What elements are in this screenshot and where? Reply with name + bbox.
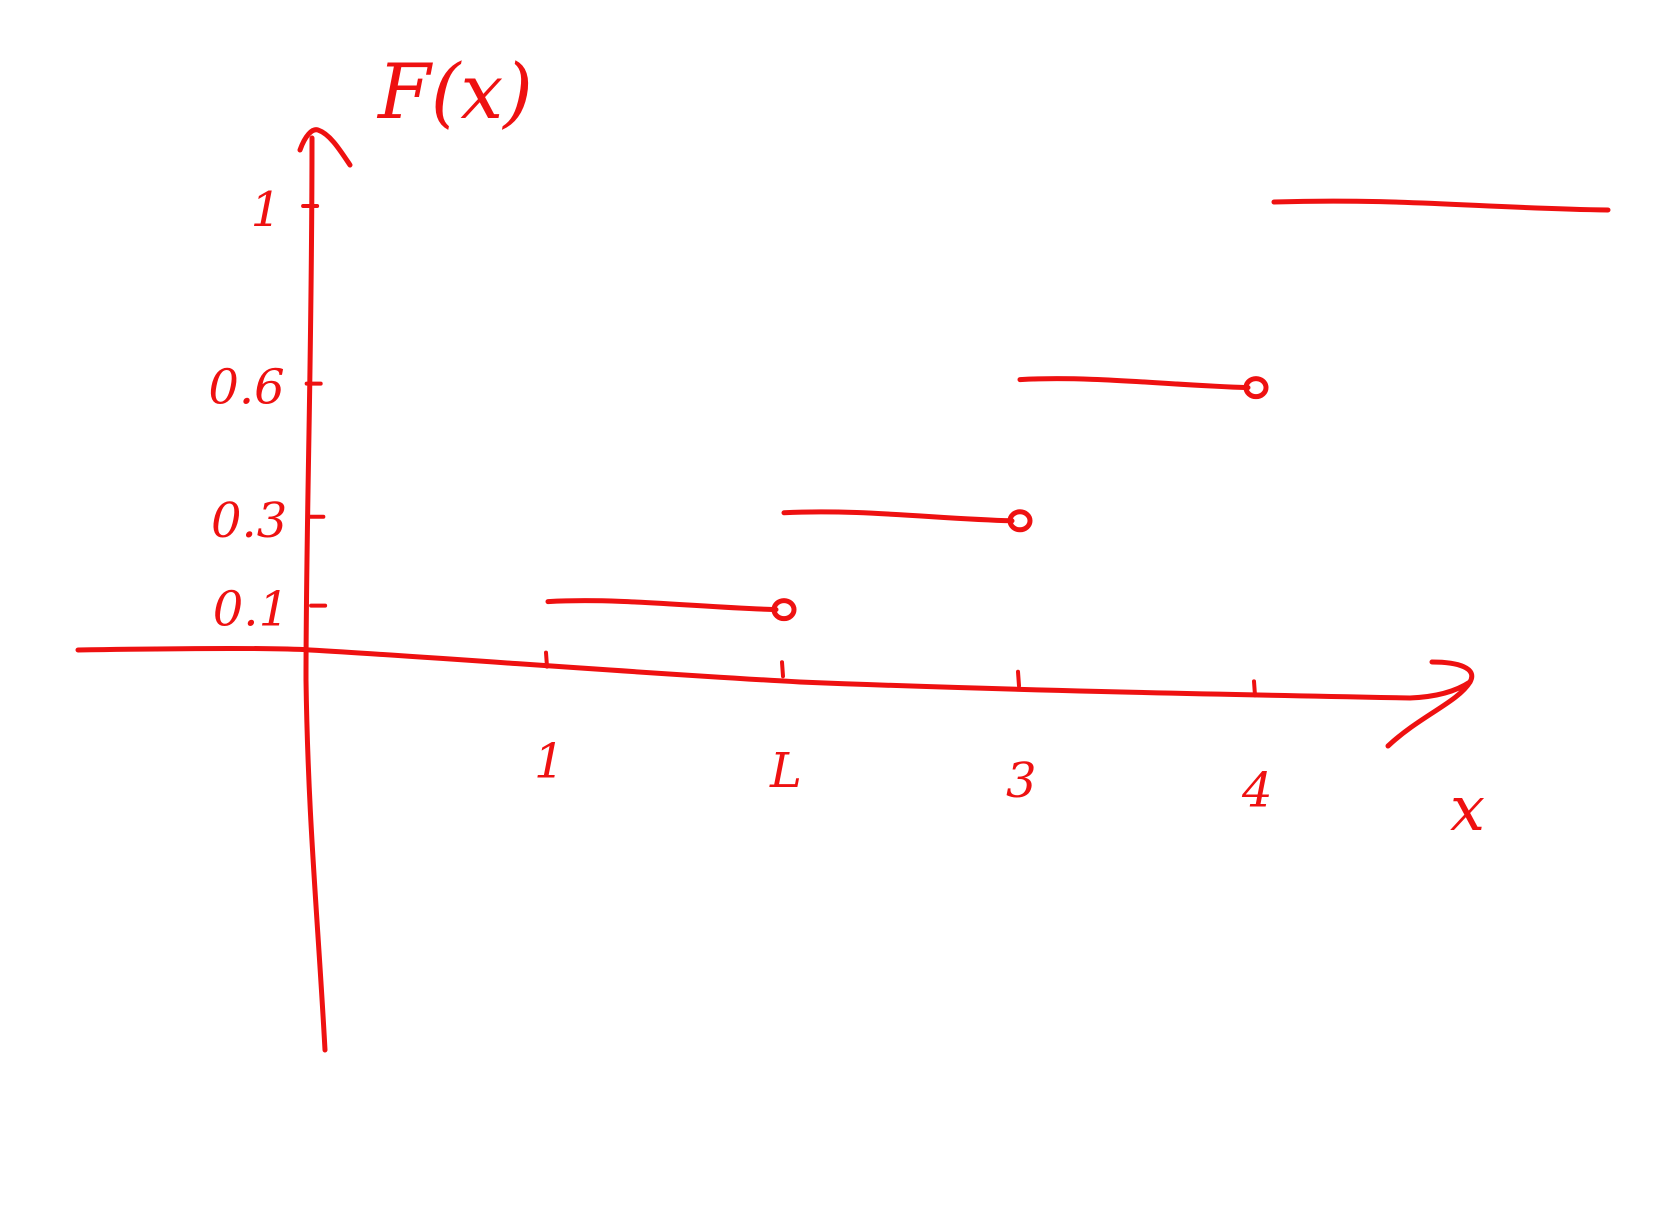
x-axis [75,646,1475,749]
open-endpoint-2 [1007,509,1033,533]
x-tick-label-1: 1 [534,734,565,790]
x-tick-label-4: 4 [1241,762,1273,818]
x-tick-label-3: 3 [1006,753,1037,809]
step-segments [545,198,1611,622]
step-segment-3 [1017,376,1251,391]
chart-title: F(x) [376,47,533,136]
x-tick-3 [1016,669,1021,688]
y-tick-label-0.3: 0.3 [211,493,287,549]
y-tick-label-0.1: 0.1 [213,582,289,638]
x-tick-1 [544,650,549,669]
open-endpoint-3 [1243,376,1269,400]
x-axis-label: x [1450,772,1485,845]
y-ticks: 0.1 0.3 0.6 1 [208,182,328,638]
y-tick-label-0.6: 0.6 [208,360,284,416]
step-segment-1 [545,598,779,613]
y-axis [297,127,353,1053]
y-tick-label-1: 1 [251,182,282,238]
x-tick-4 [1252,679,1257,698]
x-tick-2 [780,660,785,679]
step-segment-4 [1271,198,1611,213]
x-ticks: 1 L 3 4 [534,650,1273,818]
x-tick-label-2: L [769,743,802,799]
step-segment-2 [781,509,1015,524]
open-endpoint-1 [771,598,797,622]
